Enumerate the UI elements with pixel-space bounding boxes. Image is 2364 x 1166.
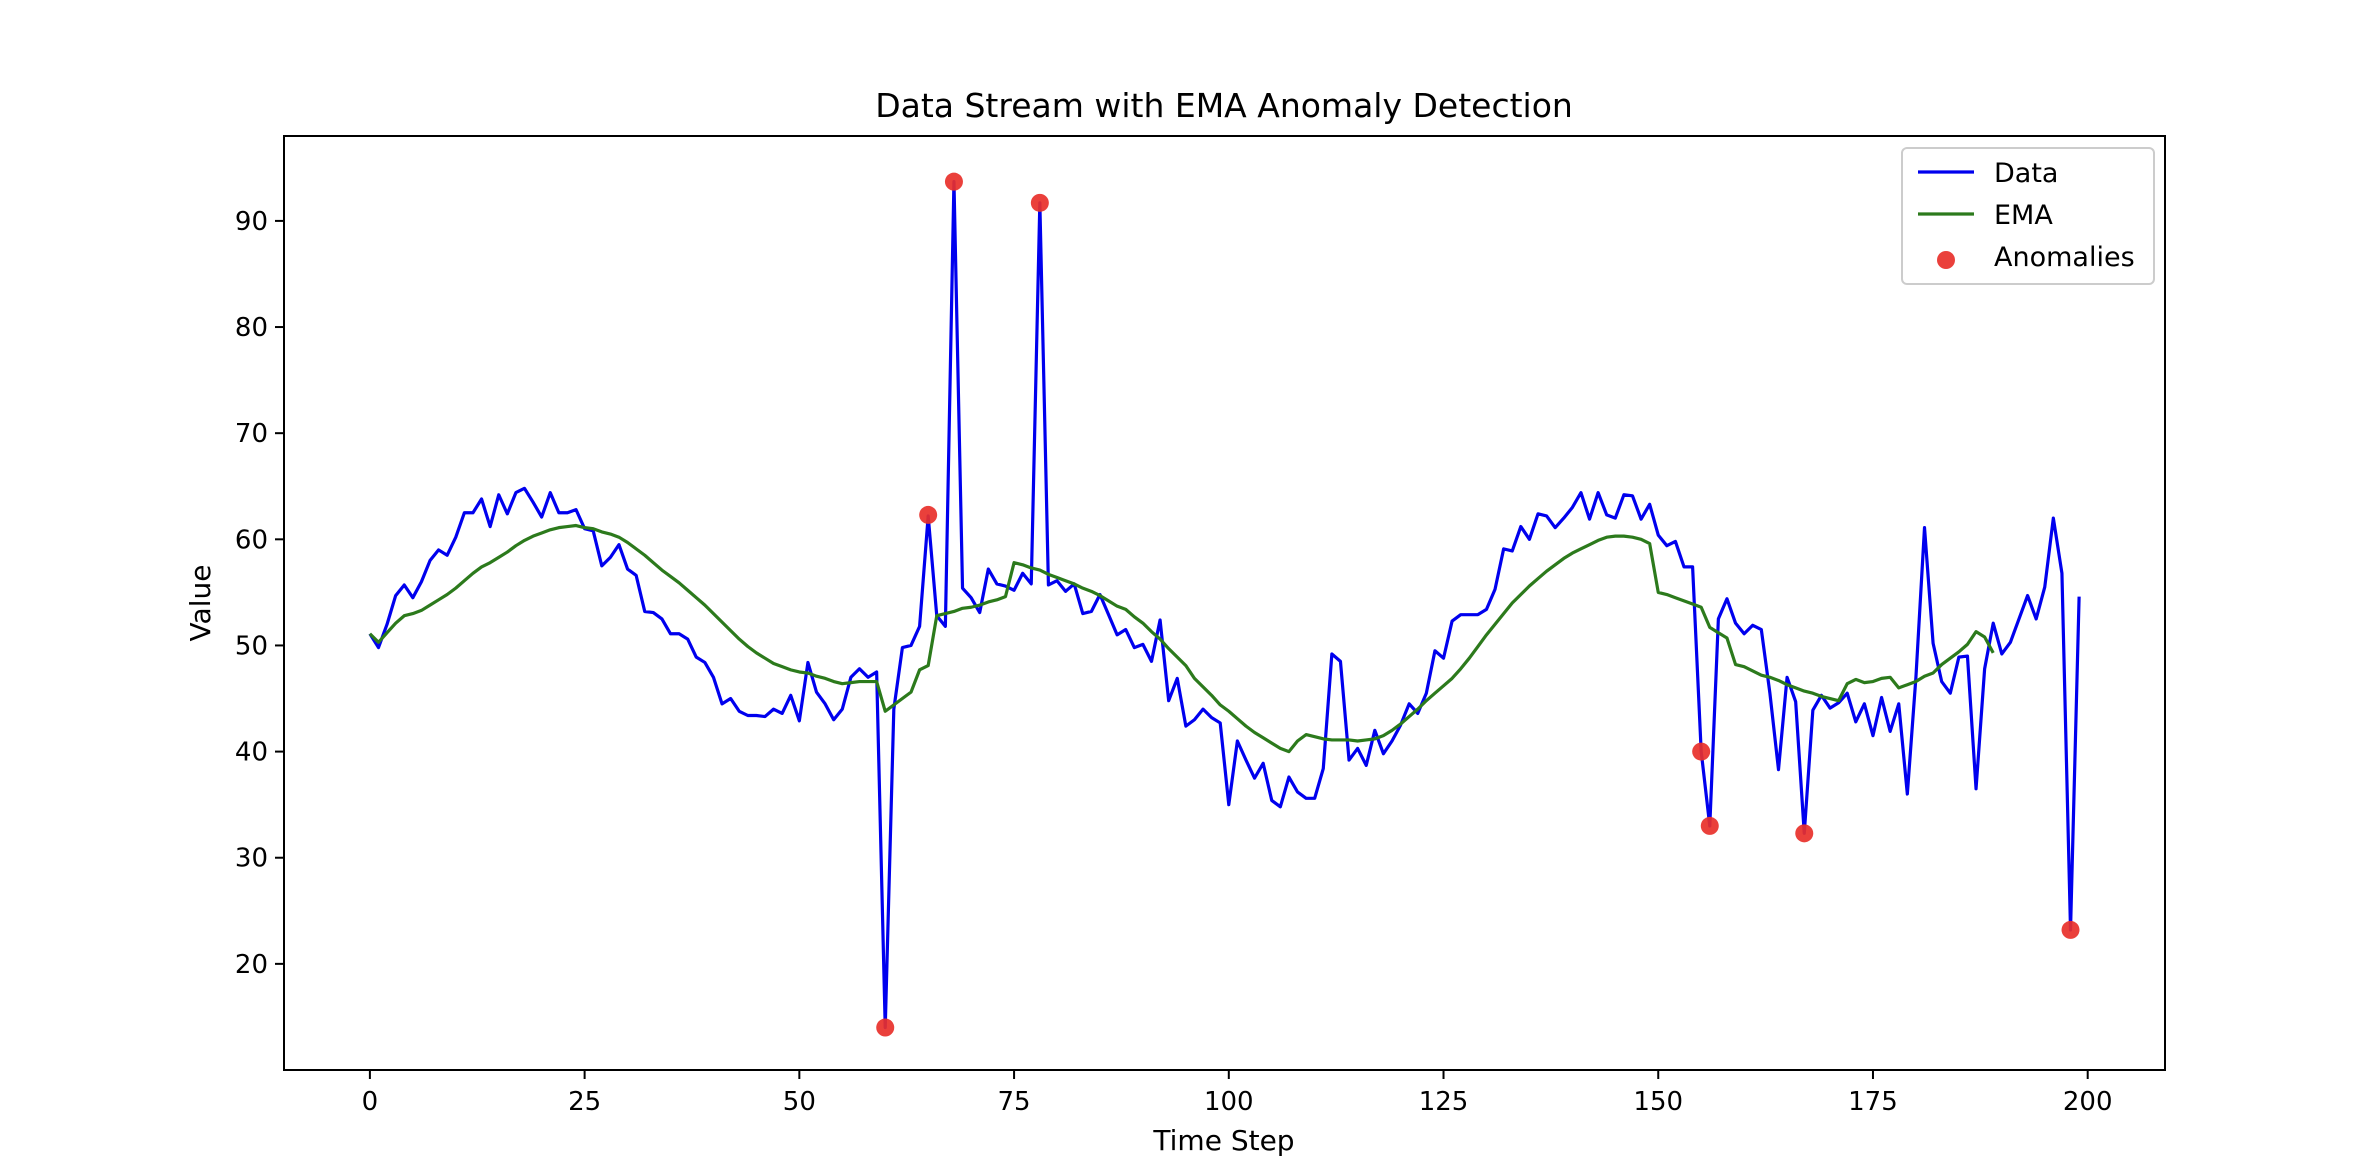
legend-box bbox=[1901, 147, 2155, 285]
x-tick-label: 125 bbox=[1419, 1087, 1469, 1117]
y-tick-label: 70 bbox=[235, 419, 268, 449]
anomaly-point bbox=[2061, 920, 2080, 939]
plot-frame bbox=[283, 135, 2166, 1071]
x-tick-label: 100 bbox=[1204, 1087, 1254, 1117]
y-tick-label: 40 bbox=[235, 738, 268, 768]
x-tick-label: 150 bbox=[1633, 1087, 1683, 1117]
x-tick-label: 175 bbox=[1848, 1087, 1898, 1117]
legend-label-data: Data bbox=[1994, 158, 2058, 189]
x-tick-label: 75 bbox=[998, 1087, 1031, 1117]
anomaly-point bbox=[944, 172, 963, 191]
series-line-data bbox=[368, 180, 2081, 1030]
x-tick-label: 50 bbox=[783, 1087, 816, 1117]
legend-label-ema: EMA bbox=[1994, 200, 2053, 231]
series-line-ema bbox=[368, 523, 1995, 754]
x-tick-label: 25 bbox=[568, 1087, 601, 1117]
y-tick-label: 90 bbox=[235, 207, 268, 237]
anomaly-point bbox=[876, 1018, 895, 1037]
x-tick-label: 0 bbox=[362, 1087, 379, 1117]
y-tick-label: 60 bbox=[235, 525, 268, 555]
y-axis-title: Value bbox=[184, 565, 217, 642]
anomaly-point bbox=[1692, 742, 1711, 761]
x-tick-label: 200 bbox=[2063, 1087, 2113, 1117]
y-tick-label: 50 bbox=[235, 631, 268, 661]
x-axis-title: Time Step bbox=[1152, 1124, 1294, 1157]
plot-area bbox=[368, 172, 2081, 1037]
anomaly-point bbox=[1030, 193, 1049, 212]
axes: 0 25 50 75 100 125 150 175 200 20 30 40 50 60 70 80 90 bbox=[235, 135, 2166, 1117]
legend: Data EMA Anomalies bbox=[1901, 147, 2155, 285]
anomaly-point bbox=[1795, 824, 1814, 843]
y-tick-label: 80 bbox=[235, 313, 268, 343]
y-tick-label: 20 bbox=[235, 950, 268, 980]
y-tick-label: 30 bbox=[235, 844, 268, 874]
chart-title: Data Stream with EMA Anomaly Detection bbox=[875, 86, 1573, 125]
anomaly-point bbox=[1700, 816, 1719, 835]
anomaly-point bbox=[919, 505, 938, 524]
legend-label-anomalies: Anomalies bbox=[1994, 242, 2135, 273]
legend-swatch-anomalies bbox=[1937, 251, 1955, 269]
